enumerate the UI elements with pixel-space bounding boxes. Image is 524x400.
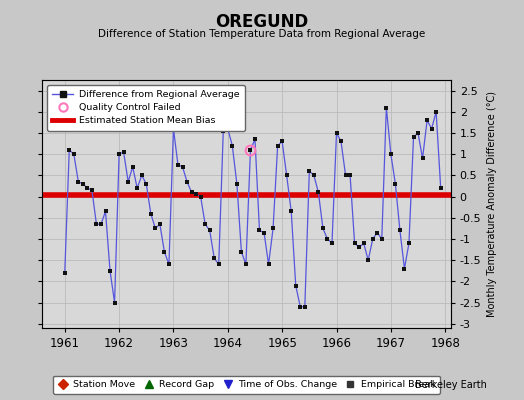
Y-axis label: Monthly Temperature Anomaly Difference (°C): Monthly Temperature Anomaly Difference (… (487, 91, 497, 317)
Text: Difference of Station Temperature Data from Regional Average: Difference of Station Temperature Data f… (99, 29, 425, 39)
Text: OREGUND: OREGUND (215, 13, 309, 31)
Text: Berkeley Earth: Berkeley Earth (416, 380, 487, 390)
Legend: Station Move, Record Gap, Time of Obs. Change, Empirical Break: Station Move, Record Gap, Time of Obs. C… (53, 376, 440, 394)
